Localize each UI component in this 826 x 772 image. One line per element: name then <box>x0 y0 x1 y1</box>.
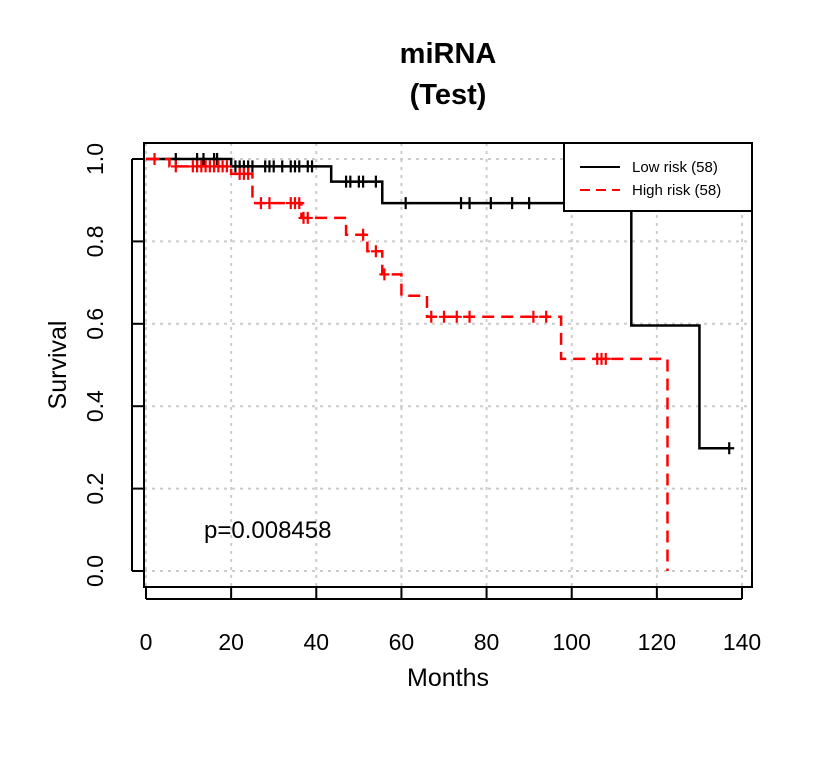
y-axis-label: Survival <box>44 321 72 410</box>
censor-mark-high-risk <box>358 228 369 241</box>
censor-mark-high-risk <box>302 211 313 224</box>
grid <box>144 143 752 587</box>
censor-mark-low-risk <box>247 160 258 173</box>
axes: 0 20 40 60 80 100 120 140 0.0 0.2 0.4 0.6 0.8 1.0 <box>82 142 761 655</box>
censor-mark-high-risk <box>221 160 232 173</box>
censor-mark-high-risk <box>149 153 160 165</box>
censor-mark-low-risk <box>294 160 305 173</box>
x-tick-label: 140 <box>723 629 761 655</box>
x-tick-label: 80 <box>474 629 500 655</box>
p-value-annotation: p=0.008458 <box>204 517 331 544</box>
x-axis-label: Months <box>407 664 489 692</box>
censor-mark-high-risk <box>600 352 611 365</box>
censor-mark-high-risk <box>528 310 539 323</box>
censor-mark-low-risk <box>268 160 279 173</box>
censor-mark-low-risk <box>370 175 381 188</box>
censor-mark-high-risk <box>255 197 266 210</box>
censor-mark-high-risk <box>264 197 275 210</box>
x-tick-label: 40 <box>303 629 329 655</box>
legend-label-low-risk: Low risk (58) <box>632 159 718 176</box>
censor-mark-high-risk <box>379 268 390 281</box>
x-tick-label: 60 <box>389 629 415 655</box>
censor-mark-low-risk <box>358 175 369 188</box>
censor-mark-high-risk <box>426 310 437 323</box>
censor-mark-high-risk <box>243 167 254 180</box>
y-tick-label: 0.4 <box>82 390 108 422</box>
y-tick-label: 1.0 <box>82 143 108 175</box>
chart-subtitle: (Test) <box>410 79 487 111</box>
x-tick-label: 20 <box>218 629 244 655</box>
censor-mark-low-risk <box>198 153 209 165</box>
censor-mark-low-risk <box>724 442 735 455</box>
censor-mark-low-risk <box>400 197 411 210</box>
legend: Low risk (58) High risk (58) <box>563 142 753 212</box>
y-tick-label: 0.8 <box>82 225 108 257</box>
censor-mark-low-risk <box>456 197 467 210</box>
legend-box <box>563 142 753 212</box>
censor-mark-low-risk <box>507 197 518 210</box>
censor-mark-high-risk <box>451 310 462 323</box>
y-tick-label: 0.6 <box>82 308 108 340</box>
censor-mark-high-risk <box>464 310 475 323</box>
censor-mark-high-risk <box>439 310 449 323</box>
series-layer <box>146 153 735 571</box>
censor-mark-high-risk <box>370 245 381 258</box>
censor-mark-high-risk <box>170 160 181 173</box>
censor-mark-high-risk <box>294 197 305 210</box>
legend-label-high-risk: High risk (58) <box>632 182 721 199</box>
y-tick-label: 0.0 <box>82 555 108 587</box>
x-tick-label: 120 <box>638 629 676 655</box>
censor-mark-low-risk <box>277 160 288 173</box>
y-tick-label: 0.2 <box>82 473 108 505</box>
censor-mark-low-risk <box>524 197 535 210</box>
chart-title: miRNA <box>400 38 497 70</box>
censor-mark-low-risk <box>212 153 223 165</box>
x-tick-label: 0 <box>140 629 153 655</box>
censor-mark-low-risk <box>345 175 356 188</box>
series-line-high-risk <box>146 157 669 571</box>
censor-mark-low-risk <box>307 160 318 173</box>
x-tick-label: 100 <box>553 629 591 655</box>
plot-frame <box>143 142 753 588</box>
censor-mark-high-risk <box>541 310 552 323</box>
censor-mark-low-risk <box>464 197 475 210</box>
censor-mark-low-risk <box>485 197 496 210</box>
